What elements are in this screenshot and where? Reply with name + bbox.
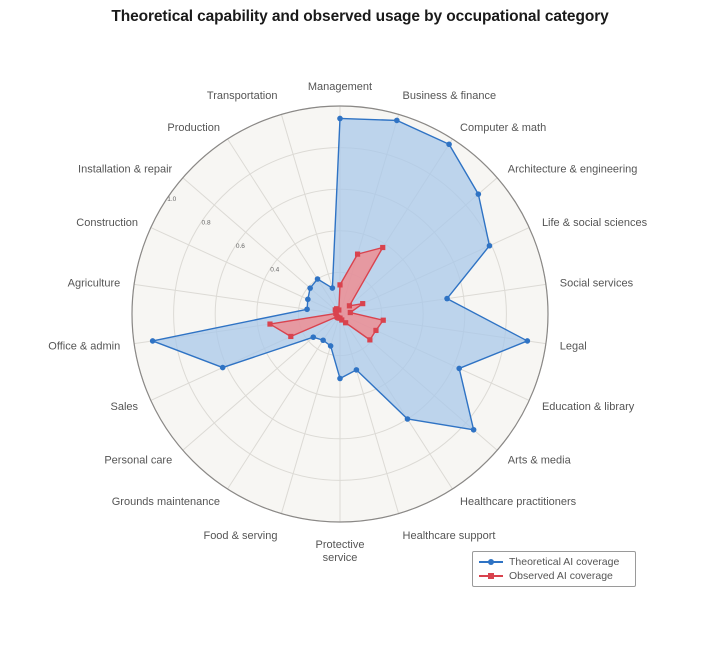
category-label-business-and-finance: Business & finance [403,90,497,102]
data-point [267,321,273,327]
series-observed [267,244,386,343]
data-point [337,115,343,122]
category-label-sales: Sales [111,401,139,413]
radial-tick-labels: 0.4 0.6 0.8 1.0 [167,196,279,273]
data-point [367,337,373,343]
data-point [305,296,311,303]
data-point [336,307,342,313]
data-point [343,320,349,326]
data-point [380,317,386,323]
data-point [337,282,343,288]
data-point [470,426,477,433]
data-point [304,306,310,313]
category-label-transportation: Transportation [207,90,278,102]
category-label-construction: Construction [76,217,138,229]
category-label-education-and-library: Education & library [542,401,635,413]
data-point [394,117,400,124]
data-point [404,416,411,422]
category-labels: Management Business & finance Computer & m… [48,81,647,564]
category-label-life-and-social-sciences: Life & social sciences [542,217,648,229]
radial-tick-label: 0.6 [236,243,245,250]
square-marker-line-icon [479,571,503,581]
legend-label: Observed AI coverage [509,570,613,582]
data-point [456,365,462,372]
category-label-social-services: Social services [560,277,634,289]
category-label-protective-service: Protective service [316,539,365,564]
data-point [329,285,336,291]
category-label-food-and-serving: Food & serving [203,530,277,542]
data-point [307,285,313,291]
category-label-management: Management [308,81,372,93]
data-point [446,141,452,148]
circle-marker-line-icon [479,557,503,567]
category-label-healthcare-support: Healthcare support [403,530,496,542]
data-point [337,375,343,382]
legend-item-theoretical: Theoretical AI coverage [479,555,629,569]
series-layer [149,115,531,433]
data-point [486,242,493,249]
category-label-grounds-maintenance: Grounds maintenance [112,496,220,508]
radial-tick-label: 0.4 [270,266,279,273]
series-theoretical [149,115,531,433]
data-point [524,338,531,344]
data-point [327,343,334,349]
data-point [334,314,340,320]
data-point [288,333,294,340]
data-point [320,337,326,344]
legend-label: Theoretical AI coverage [509,556,620,568]
category-label-agriculture: Agriculture [68,277,121,289]
category-label-architecture-and-engineering: Architecture & engineering [508,164,638,176]
data-point [219,364,226,371]
category-label-personal-care: Personal care [104,454,172,466]
radial-tick-label: 0.8 [202,219,211,226]
data-point [346,303,353,309]
legend: Theoretical AI coverage Observed AI cove… [472,551,636,587]
data-point [354,251,361,257]
data-point [310,334,317,340]
category-label-production: Production [167,122,220,134]
radial-tick-label: 1.0 [167,196,176,203]
data-point [380,244,386,251]
legend-item-observed: Observed AI coverage [479,569,629,583]
data-point [347,309,353,316]
category-label-arts-and-media: Arts & media [508,454,572,466]
category-label-legal: Legal [560,341,587,353]
category-label-installation-and-repair: Installation & repair [78,164,172,176]
data-point [149,338,156,344]
category-label-healthcare-practitioners: Healthcare practitioners [460,496,577,508]
data-point [373,327,379,334]
data-point [353,367,360,373]
chart-title: Theoretical capability and observed usag… [111,8,609,25]
data-point [444,295,450,302]
data-point [360,301,366,307]
data-point [314,276,321,282]
category-label-computer-and-math: Computer & math [460,122,546,134]
category-label-office-and-admin: Office & admin [48,341,120,353]
data-point [475,191,482,197]
